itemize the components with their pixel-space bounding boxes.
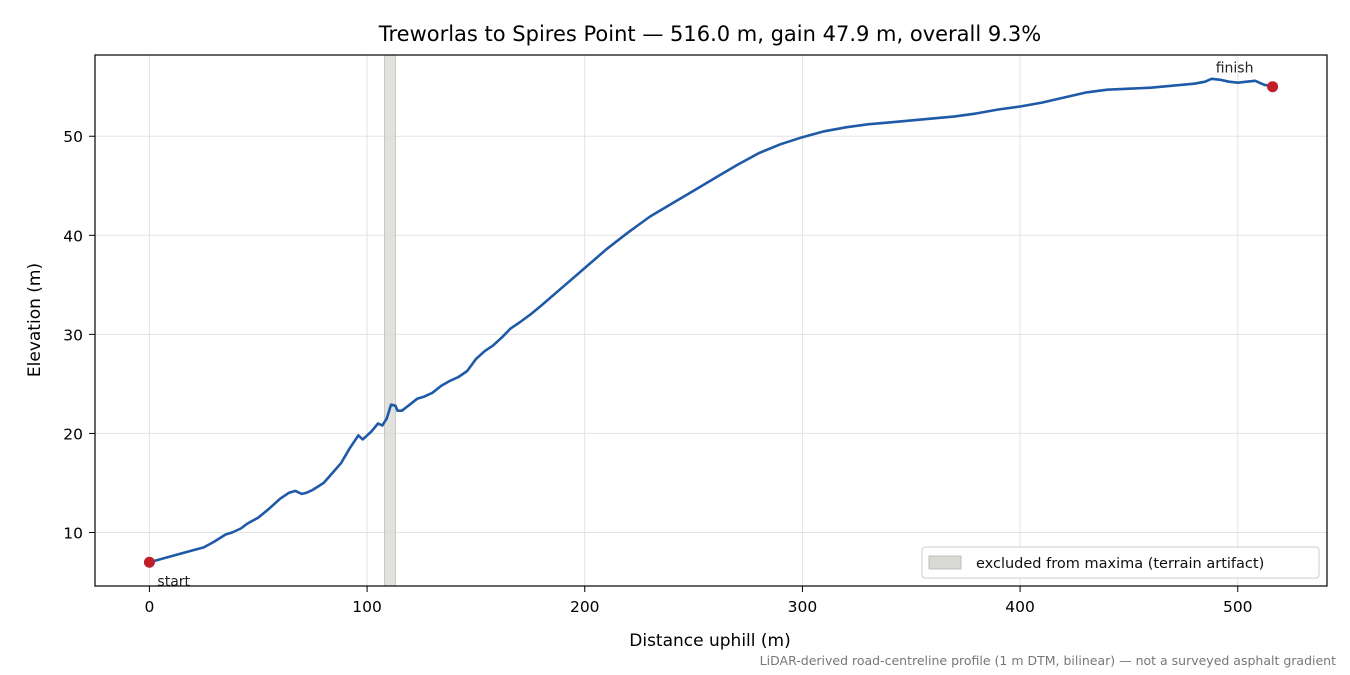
x-tick-label: 400 (1005, 598, 1035, 616)
x-axis-label: Distance uphill (m) (629, 631, 790, 651)
y-tick-label: 10 (63, 525, 83, 543)
x-tick-label: 200 (570, 598, 600, 616)
x-tick-label: 0 (144, 598, 154, 616)
chart-title: Treworlas to Spires Point — 516.0 m, gai… (378, 22, 1042, 46)
grid (95, 55, 1327, 586)
elevation-series-line (148, 77, 1274, 564)
marker-layer: start finish (143, 61, 1279, 590)
footnote: LiDAR-derived road-centreline profile (1… (760, 653, 1336, 668)
series-layer (148, 77, 1274, 564)
y-axis-label: Elevation (m) (25, 263, 45, 377)
y-tick-label: 40 (63, 227, 83, 245)
y-tick-label: 30 (63, 326, 83, 344)
legend-box (921, 546, 1320, 579)
start-marker (143, 556, 155, 568)
legend-swatch-excluded (928, 555, 962, 570)
excluded-band-layer (384, 54, 396, 587)
legend: excluded from maxima (terrain artifact) (921, 546, 1320, 579)
finish-marker (1267, 81, 1279, 93)
excluded-band (384, 54, 396, 587)
x-tick-label: 100 (352, 598, 382, 616)
plot-frame (94, 54, 1328, 587)
x-tick-label: 500 (1223, 598, 1253, 616)
start-label: start (157, 574, 190, 590)
ticks: 0 100 200 300 400 500 10 20 30 40 50 (63, 128, 1252, 616)
y-tick-label: 50 (63, 128, 83, 146)
y-tick-label: 20 (63, 425, 83, 443)
legend-label-excluded: excluded from maxima (terrain artifact) (976, 556, 1264, 572)
finish-label: finish (1216, 61, 1254, 77)
x-tick-label: 300 (788, 598, 818, 616)
